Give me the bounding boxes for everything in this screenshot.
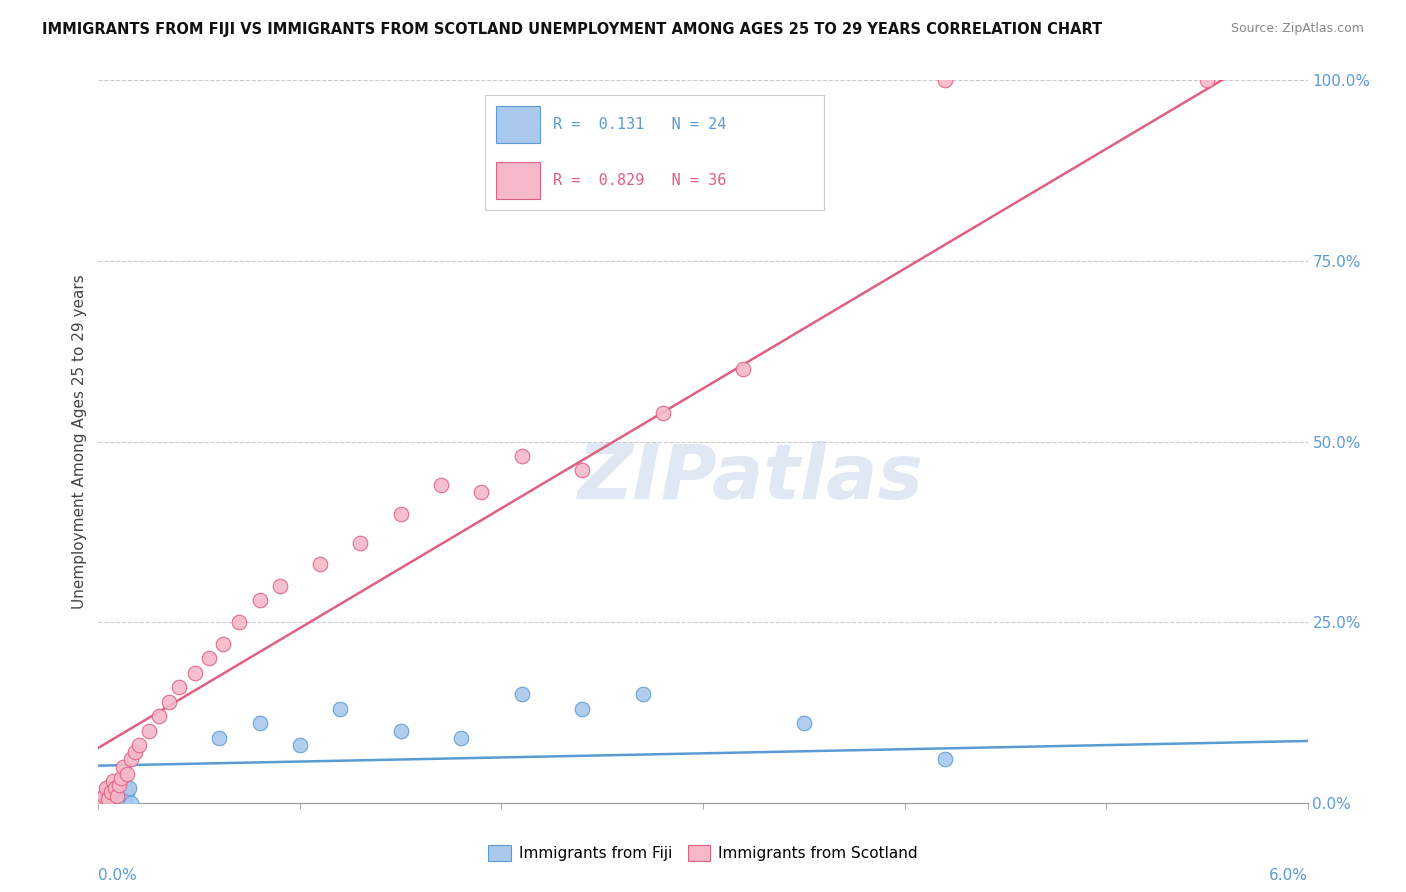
Point [212,637,235,651]
Point [115,785,138,799]
Point [148,709,170,723]
Point [571,702,593,716]
Point [114,792,136,806]
Point [631,687,654,701]
Point [111,774,134,789]
Point [389,507,412,521]
Point [167,680,190,694]
Point [208,731,231,745]
Point [309,558,332,572]
Point [1195,73,1218,87]
Point [105,796,128,810]
Point [97,781,120,796]
Point [470,485,492,500]
Point [97,792,120,806]
Point [389,723,412,738]
Point [249,593,271,607]
Point [124,745,146,759]
Text: ZIPatlas: ZIPatlas [578,441,924,515]
Point [103,781,125,796]
Point [103,789,125,803]
Legend: Immigrants from Fiji, Immigrants from Scotland: Immigrants from Fiji, Immigrants from Sc… [482,839,924,867]
Point [430,478,453,492]
Point [571,463,593,477]
Point [110,789,132,803]
Point [120,752,142,766]
Point [793,716,815,731]
Point [96,781,118,796]
Point [249,716,271,731]
Point [110,771,132,785]
Point [198,651,221,665]
Text: 6.0%: 6.0% [1268,868,1308,883]
Point [101,774,124,789]
Point [91,796,114,810]
Point [651,406,673,420]
Point [510,687,533,701]
Point [288,738,311,752]
Point [93,789,115,803]
Point [111,760,134,774]
Y-axis label: Unemployment Among Ages 25 to 29 years: Unemployment Among Ages 25 to 29 years [72,274,87,609]
Point [128,738,150,752]
Point [100,792,122,806]
Point [228,615,250,630]
Point [107,778,129,792]
Text: Source: ZipAtlas.com: Source: ZipAtlas.com [1230,22,1364,36]
Point [934,752,956,766]
Point [107,778,129,792]
Point [934,73,956,87]
Point [450,731,472,745]
Point [105,789,128,803]
Point [184,665,207,680]
Point [138,723,160,738]
Text: IMMIGRANTS FROM FIJI VS IMMIGRANTS FROM SCOTLAND UNEMPLOYMENT AMONG AGES 25 TO 2: IMMIGRANTS FROM FIJI VS IMMIGRANTS FROM … [42,22,1102,37]
Point [329,702,352,716]
Point [349,535,371,549]
Point [100,785,122,799]
Point [120,796,142,810]
Point [269,579,291,593]
Point [93,789,115,803]
Text: 0.0%: 0.0% [98,868,138,883]
Point [118,781,141,796]
Point [733,362,755,376]
Point [157,695,180,709]
Point [510,449,533,463]
Point [115,767,138,781]
Point [101,785,124,799]
